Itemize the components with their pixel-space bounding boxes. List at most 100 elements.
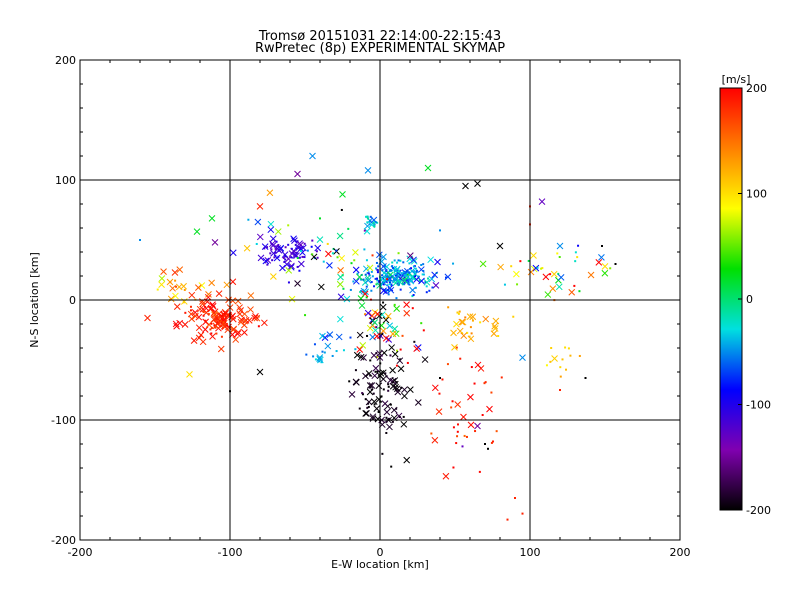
scatter-point-x-marker — [171, 269, 179, 276]
scatter-point-x-marker — [444, 273, 452, 281]
scatter-point-x-marker — [335, 333, 343, 341]
scatter-point-dot-marker — [519, 260, 522, 263]
scatter-point-x-marker — [532, 264, 540, 272]
scatter-point-x-marker — [326, 262, 333, 269]
scatter-point-dot-marker — [483, 382, 486, 385]
scatter-point-dot-marker — [156, 288, 159, 291]
scatter-point-dot-marker — [213, 324, 216, 327]
scatter-point-x-marker — [166, 278, 174, 286]
scatter-point-x-marker — [595, 258, 603, 266]
scatter-point-x-marker — [316, 354, 324, 361]
scatter-point-dot-marker — [484, 443, 486, 445]
scatter-point-x-marker — [409, 286, 416, 294]
scatter-point-dot-marker — [375, 283, 378, 286]
scatter-point-dot-marker — [521, 512, 524, 515]
scatter-point-x-marker — [474, 361, 482, 369]
scatter-point-x-marker — [274, 245, 282, 252]
scatter-point-dot-marker — [460, 320, 463, 323]
y-tick-label: -100 — [51, 414, 76, 427]
scatter-point-dot-marker — [183, 288, 186, 291]
scatter-point-dot-marker — [452, 262, 455, 265]
scatter-point-dot-marker — [397, 252, 400, 255]
scatter-point-x-marker — [435, 408, 443, 415]
scatter-point-dot-marker — [411, 307, 414, 310]
scatter-point-dot-marker — [298, 256, 301, 259]
scatter-point-dot-marker — [320, 361, 323, 364]
scatter-point-dot-marker — [271, 259, 274, 262]
scatter-point-x-marker — [406, 252, 414, 259]
scatter-point-dot-marker — [418, 279, 421, 282]
scatter-point-dot-marker — [396, 349, 399, 352]
scatter-point-dot-marker — [282, 256, 285, 259]
scatter-point-dot-marker — [375, 267, 378, 270]
scatter-point-dot-marker — [374, 277, 377, 280]
scatter-point-dot-marker — [295, 251, 298, 254]
scatter-point-x-marker — [393, 265, 401, 273]
scatter-point-x-marker — [215, 290, 223, 297]
scatter-point-x-marker — [229, 249, 237, 257]
scatter-point-x-marker — [237, 318, 245, 326]
colorbar-tick-label: 200 — [746, 82, 767, 95]
scatter-point-x-marker — [324, 342, 332, 350]
scatter-point-dot-marker — [336, 256, 339, 259]
scatter-point-x-marker — [389, 377, 397, 385]
scatter-point-dot-marker — [367, 272, 370, 275]
scatter-point-dot-marker — [375, 261, 378, 264]
scatter-point-x-marker — [220, 317, 227, 325]
scatter-point-dot-marker — [287, 243, 290, 246]
scatter-point-x-marker — [403, 267, 411, 275]
scatter-point-dot-marker — [399, 280, 402, 283]
scatter-point-dot-marker — [512, 315, 515, 318]
scatter-point-dot-marker — [305, 353, 308, 356]
scatter-point-x-marker — [601, 263, 609, 270]
scatter-point-dot-marker — [415, 269, 418, 272]
scatter-point-dot-marker — [209, 328, 212, 331]
scatter-point-x-marker — [362, 288, 369, 296]
scatter-point-x-marker — [190, 337, 198, 344]
scatter-point-dot-marker — [393, 259, 396, 262]
scatter-point-dot-marker — [269, 252, 272, 255]
scatter-point-dot-marker — [425, 285, 428, 288]
scatter-point-dot-marker — [395, 364, 398, 367]
scatter-point-x-marker — [382, 334, 390, 342]
scatter-point-dot-marker — [422, 329, 425, 332]
scatter-point-x-marker — [366, 388, 374, 396]
scatter-point-x-marker — [391, 325, 399, 333]
scatter-point-dot-marker — [223, 320, 226, 323]
scatter-point-x-marker — [479, 260, 487, 268]
scatter-point-x-marker — [285, 267, 293, 274]
scatter-point-x-marker — [172, 292, 179, 300]
scatter-point-dot-marker — [561, 358, 564, 361]
scatter-point-x-marker — [359, 342, 367, 349]
scatter-point-x-marker — [339, 191, 346, 198]
scatter-point-x-marker — [542, 273, 550, 281]
scatter-point-dot-marker — [558, 256, 561, 259]
scatter-point-dot-marker — [366, 271, 369, 274]
x-axis-label: E-W location [km] — [331, 558, 429, 571]
scatter-point-x-marker — [393, 385, 401, 393]
scatter-point-x-marker — [363, 227, 371, 235]
scatter-point-x-marker — [167, 295, 175, 303]
scatter-point-dot-marker — [274, 247, 277, 250]
scatter-point-x-marker — [431, 271, 438, 279]
scatter-point-dot-marker — [415, 270, 418, 273]
colorbar: [m/s] 200 100 0 -100 -200 — [719, 73, 771, 517]
scatter-point-x-marker — [356, 346, 364, 353]
scatter-point-dot-marker — [296, 256, 299, 259]
chart-subtitle: RwPretec (8p) EXPERIMENTAL SKYMAP — [255, 41, 505, 56]
scatter-point-dot-marker — [358, 407, 361, 410]
scatter-point-x-marker — [377, 370, 385, 377]
scatter-point-x-marker — [474, 422, 481, 430]
scatter-point-dot-marker — [396, 261, 399, 264]
scatter-point-dot-marker — [369, 359, 372, 362]
scatter-point-dot-marker — [384, 372, 387, 375]
scatter-point-x-marker — [362, 372, 369, 380]
colorbar-tick-label: 100 — [746, 188, 767, 201]
scatter-point-x-marker — [201, 326, 209, 333]
scatter-point-x-marker — [427, 256, 435, 264]
scatter-point-x-marker — [460, 332, 468, 340]
scatter-point-x-marker — [450, 329, 457, 337]
scatter-point-dot-marker — [399, 278, 402, 281]
scatter-point-dot-marker — [364, 313, 367, 316]
scatter-point-x-marker — [403, 309, 411, 317]
